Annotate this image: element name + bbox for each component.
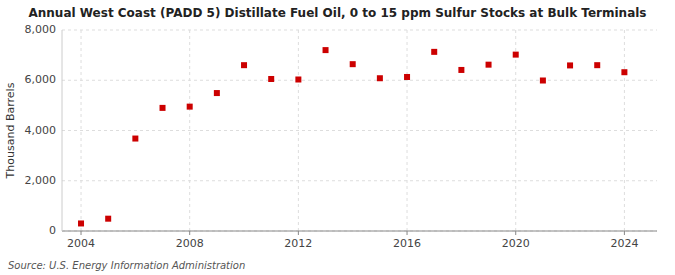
point bbox=[132, 136, 138, 142]
x-grid-line bbox=[407, 30, 408, 231]
point bbox=[458, 67, 464, 73]
point bbox=[594, 62, 600, 68]
point bbox=[160, 105, 166, 111]
points bbox=[78, 47, 627, 226]
y-grid-line bbox=[62, 180, 657, 181]
point bbox=[105, 216, 111, 222]
x-tick-label: 2020 bbox=[502, 237, 530, 250]
x-grid-line bbox=[189, 30, 190, 231]
point bbox=[431, 49, 437, 55]
x-tick bbox=[407, 231, 408, 235]
point bbox=[214, 90, 220, 96]
point bbox=[540, 78, 546, 84]
point bbox=[268, 76, 274, 82]
point bbox=[350, 61, 356, 67]
x-grid-line bbox=[298, 30, 299, 231]
x-grid-line bbox=[624, 30, 625, 231]
y-grid-line bbox=[62, 30, 657, 31]
grid bbox=[62, 30, 657, 231]
x-tick bbox=[515, 231, 516, 235]
y-tick-label: 8,000 bbox=[25, 23, 57, 36]
y-axis-line bbox=[62, 30, 63, 231]
chart: 0 2,000 4,000 6,000 8,000 2004 2008 2012 2016 202… bbox=[0, 0, 675, 275]
y-grid-line bbox=[62, 130, 657, 131]
point bbox=[621, 69, 627, 75]
y-axis-label: Thousand Barrels bbox=[4, 82, 17, 179]
x-grid-line bbox=[81, 30, 82, 231]
point bbox=[295, 76, 301, 82]
x-grid-line bbox=[515, 30, 516, 231]
point bbox=[567, 62, 573, 68]
y-grid-line bbox=[62, 231, 657, 232]
point bbox=[404, 74, 410, 80]
x-tick bbox=[624, 231, 625, 235]
x-tick-label: 2016 bbox=[393, 237, 421, 250]
point bbox=[486, 62, 492, 68]
point bbox=[241, 62, 247, 68]
x-tick-label: 2024 bbox=[610, 237, 638, 250]
x-tick bbox=[81, 231, 82, 235]
x-tick bbox=[189, 231, 190, 235]
y-tick-label: 2,000 bbox=[25, 174, 57, 187]
point bbox=[377, 75, 383, 81]
x-tick-label: 2004 bbox=[67, 237, 95, 250]
title: Annual West Coast (PADD 5) Distillate Fu… bbox=[28, 6, 646, 20]
source-note: Source: U.S. Energy Information Administ… bbox=[8, 260, 245, 271]
x-tick-label: 2012 bbox=[284, 237, 312, 250]
x-tick bbox=[298, 231, 299, 235]
x-axis-line bbox=[62, 231, 657, 232]
point bbox=[187, 104, 193, 110]
y-grid-line bbox=[62, 80, 657, 81]
y-tick-label: 4,000 bbox=[25, 124, 57, 137]
x-tick-label: 2008 bbox=[176, 237, 204, 250]
axes: 0 2,000 4,000 6,000 8,000 2004 2008 2012 2016 202… bbox=[25, 23, 658, 250]
point bbox=[323, 47, 329, 53]
y-tick-label: 0 bbox=[49, 224, 56, 237]
point bbox=[513, 52, 519, 58]
point bbox=[78, 220, 84, 226]
y-tick-label: 6,000 bbox=[25, 73, 57, 86]
